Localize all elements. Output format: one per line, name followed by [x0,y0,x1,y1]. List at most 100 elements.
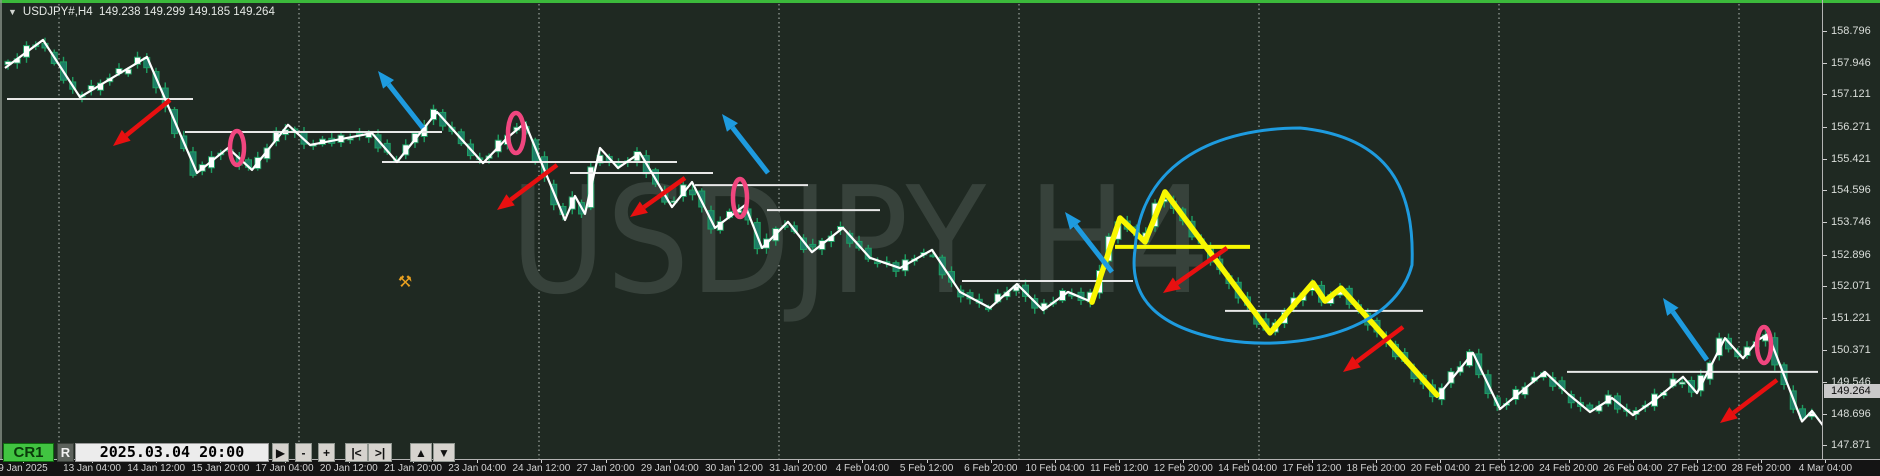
candle-body [1697,374,1705,392]
time-tick-mark [1825,460,1827,463]
time-tick-label: 23 Jan 04:00 [448,463,507,474]
pink-ellipse-marker[interactable] [730,176,750,220]
chart-title: ▼ USDJPY#,H4 149.238 149.299 149.185 149.… [8,6,275,18]
price-tick-label: 152.896 [1831,248,1871,261]
blue-arrow[interactable] [1670,310,1710,362]
speed-minus-button[interactable]: - [295,443,312,462]
time-tick-label: 30 Jan 12:00 [705,463,763,474]
price-tick-mark [1823,63,1827,65]
red-arrow[interactable] [509,163,559,202]
price-tick-label: 154.596 [1831,184,1871,197]
r-button[interactable]: R [57,443,74,462]
step-back-button[interactable]: |< [345,443,368,462]
price-tick-mark [1823,254,1827,256]
red-arrowhead-icon [497,194,515,210]
pink-ellipse-marker[interactable] [505,110,527,156]
price-tick-mark [1823,444,1827,446]
red-arrow[interactable] [1355,325,1405,364]
price-tick-mark [1823,31,1827,32]
time-tick-label: 13 Jan 04:00 [63,463,121,474]
blue-arrow[interactable] [730,125,770,175]
play-button[interactable]: ▶ [272,443,289,462]
red-arrow[interactable] [124,98,172,138]
speed-plus-button[interactable]: + [318,443,335,462]
price-tick-label: 151.221 [1831,312,1871,325]
time-tick-label: 6 Feb 20:00 [964,463,1018,474]
time-tick-label: 9 Jan 2025 [0,463,48,474]
time-tick-mark [1311,460,1313,463]
yellow-highlight-path[interactable] [1089,189,1440,398]
time-tick-mark [1376,460,1377,463]
time-tick-mark [1568,460,1570,463]
time-tick-label: 24 Feb 20:00 [1539,463,1599,474]
window-top-highlight [0,0,1880,3]
time-tick-mark [734,460,735,463]
scroll-down-button[interactable]: ▼ [433,443,455,462]
candle-body [1586,404,1594,410]
pink-ellipse-marker[interactable] [1754,324,1774,366]
symbol-timeframe-label: USDJPY#,H4 [22,6,93,18]
candle-body [689,189,696,196]
price-tick-mark [1823,381,1827,383]
red-arrow[interactable] [642,176,687,210]
price-tick-label: 150.371 [1831,344,1871,357]
date-time-box[interactable]: 2025.03.04 20:00 [75,443,269,462]
time-tick-mark [1247,460,1249,463]
red-arrowhead-icon [1163,277,1181,293]
candle-body [698,190,706,208]
time-axis[interactable]: 9 Jan 2025 13 Jan 04:00 14 Jan 12:00 15 Jan… [0,459,1880,476]
time-tick-label: 21 Jan 20:00 [384,463,442,474]
time-tick-mark [1697,460,1698,463]
time-tick-mark [605,460,607,463]
current-price-badge: 149.264 [1824,384,1880,399]
price-tick-label: 155.421 [1831,152,1871,165]
time-tick-label: 28 Feb 20:00 [1731,463,1791,474]
cr1-button[interactable]: CR1 [3,443,54,462]
price-tick-mark [1823,190,1827,192]
time-tick-label: 14 Feb 04:00 [1218,463,1278,474]
price-tick-label: 156.271 [1831,120,1871,133]
time-tick-mark [990,460,992,463]
time-tick-label: 17 Feb 12:00 [1282,463,1342,474]
time-tick-label: 31 Jan 20:00 [769,463,828,474]
time-tick-mark [1440,460,1442,463]
time-tick-mark [1761,460,1763,463]
pink-ellipse-marker[interactable] [227,128,247,168]
chevron-down-icon[interactable]: ▼ [8,7,17,17]
candle-body [874,261,881,265]
candle-body [430,108,437,121]
time-tick-mark [1183,460,1185,463]
blue-circle-annotation[interactable] [1132,126,1414,345]
blue-arrow[interactable] [386,82,425,130]
price-axis[interactable]: 149.264 158.796 157.946 157.121 156.271 155.… [1822,0,1880,459]
time-tick-label: 4 Mar 04:00 [1798,463,1853,474]
time-tick-label: 20 Jan 12:00 [319,463,378,474]
red-arrowhead-icon [113,129,131,146]
blue-arrow[interactable] [1073,223,1114,274]
time-tick-label: 10 Feb 04:00 [1025,463,1085,474]
red-arrow[interactable] [1732,378,1779,415]
crossed-hammers-icon[interactable]: ⚒ [398,274,412,291]
red-arrowhead-icon [630,201,648,217]
candle-body [809,243,817,248]
price-tick-mark [1823,94,1827,96]
step-forward-button[interactable]: >| [368,443,392,462]
time-tick-mark [541,460,543,463]
time-tick-label: 11 Feb 12:00 [1090,463,1149,474]
red-arrowhead-icon [1720,407,1738,423]
scroll-up-button[interactable]: ▲ [410,443,432,462]
red-arrow[interactable] [1175,246,1229,286]
time-tick-label: 21 Feb 12:00 [1474,463,1534,474]
time-tick-mark [926,460,928,463]
time-tick-label: 5 Feb 12:00 [899,463,954,474]
time-tick-mark [669,460,671,463]
price-tick-mark [1823,413,1827,415]
time-tick-label: 27 Jan 20:00 [576,463,635,474]
price-tick-mark [1823,158,1827,160]
price-tick-mark [1823,285,1827,287]
candle-body [948,271,955,283]
price-tick-mark [1823,126,1827,128]
price-tick-label: 148.696 [1831,407,1871,420]
